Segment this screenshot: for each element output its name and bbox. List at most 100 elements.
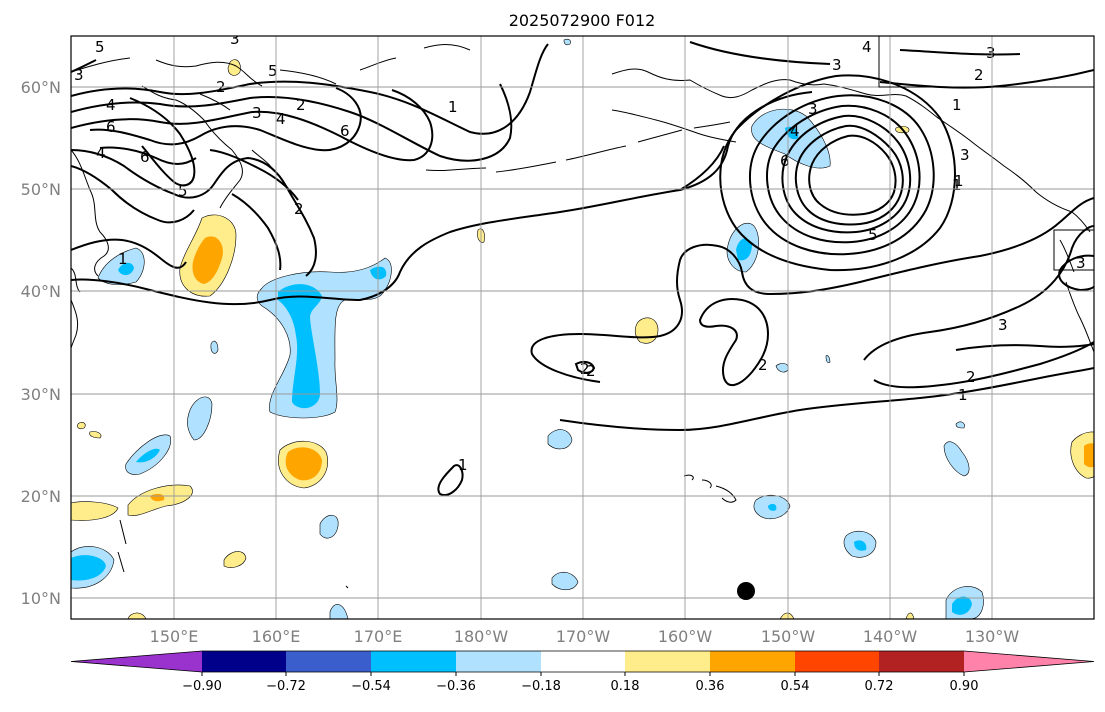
lon-label: 150°W [761,627,816,646]
map-background [71,36,1094,619]
lat-label: 60°N [21,78,61,97]
positive-anomaly-core [192,236,223,284]
contour-line [719,74,956,272]
contour-label: 1 [958,386,968,404]
contour-label: 3 [1076,254,1086,272]
colorbar-segment [202,651,286,672]
contour-label: 2 [758,356,768,374]
colorbar-segment [371,651,456,672]
lon-label: 170°W [556,627,611,646]
contour-label: 3 [252,104,262,122]
shaded-fields [71,38,1094,619]
contour-label: 3 [808,100,818,118]
contour-label: 5 [178,182,188,200]
contour-label: 1 [954,172,964,190]
lon-label: 170°E [354,627,403,646]
contour-label: 5 [95,38,105,56]
map-frame [70,35,1095,620]
positive-anomaly-area [71,501,119,521]
lon-label: 160°E [252,627,301,646]
contour-line [1058,254,1094,292]
coastline-aleutians [425,121,731,173]
colorbar-tick-label: 0.72 [865,679,894,694]
contour-label: 4 [96,144,106,162]
colorbar-tick-label: −0.54 [351,679,391,694]
negative-anomaly-area [319,514,339,539]
colorbar-segment [625,651,710,672]
negative-anomaly-core [854,540,867,551]
contour-label: 2 [296,96,306,114]
positive-anomaly-area [223,551,247,568]
lon-label: 130°W [965,627,1020,646]
negative-anomaly-core [768,503,777,511]
contour-line [437,464,464,496]
lat-label: 50°N [21,180,61,199]
contour-label: 3 [74,66,84,84]
map-title: 2025072900 F012 [509,11,656,30]
contour-label: 1 [458,456,468,474]
contour-line [71,89,434,162]
negative-anomaly-area [547,429,573,450]
positive-anomaly-core [285,447,322,481]
contour-line [71,83,513,162]
contour-line [71,149,317,277]
colorbar-tick-label: 0.90 [950,679,979,694]
contour-label: 5 [268,62,278,80]
contour-label: 4 [790,122,800,140]
lon-label: 160°W [658,627,713,646]
negative-anomaly-core [118,262,134,276]
colorbar: −0.90 −0.72 −0.54 −0.36 −0.18 0.18 0.36 0.54 0.7… [70,650,1095,694]
lon-label: 140°W [863,627,918,646]
contour-label: 3 [998,316,1008,334]
inset-box [878,36,1094,88]
contour-line [766,104,921,244]
contour-line [89,87,362,152]
contour-label: 2 [294,200,304,218]
negative-anomaly-area [551,571,579,591]
contour-label: 2 [966,368,976,386]
contour-line [808,134,897,216]
contour-label: 4 [862,38,872,56]
colorbar-segment [456,651,541,672]
contour-label: 3 [960,146,970,164]
inset-box [1053,229,1094,271]
contour-label: 2 [974,66,984,84]
colorbar-extend-low [71,651,202,672]
contour-label: 3 [832,56,842,74]
colorbar-tick-label: −0.36 [436,679,476,694]
colorbar-segment [286,651,371,672]
map-content: 5 3 3 2 4 5 6 1 4 3 2 6 6 5 4 2 1 1 2 1 … [71,30,1094,619]
contour-label: 3 [230,30,240,48]
lat-label: 10°N [21,589,61,608]
contour-label: 6 [106,118,116,136]
contour-label: 6 [340,122,350,140]
contour-line [71,91,813,306]
contours [71,41,1094,496]
contour-label: 6 [780,152,790,170]
contour-line [873,341,1094,389]
negative-anomaly-area [563,38,571,46]
lon-label: 180°W [454,627,509,646]
contour-line [559,367,1094,432]
contour-labels: 5 3 3 2 4 5 6 1 4 3 2 6 6 5 4 2 1 1 2 1 … [74,30,1086,474]
contour-line [530,197,1094,383]
negative-anomaly-core [71,555,106,581]
contour-line [794,124,904,226]
latitude-labels: 60°N 50°N 40°N 30°N 20°N 10°N [21,78,61,608]
contour-label: 2 [586,362,596,380]
contour-label: 3 [986,44,996,62]
negative-anomaly-area [329,604,349,619]
contour-label: 4 [276,110,286,128]
colorbar-segment [541,651,625,672]
negative-anomaly-area [943,441,970,477]
colorbar-segment [795,651,879,672]
contour-line [863,225,1094,361]
colorbar-tick-label: 0.18 [611,679,640,694]
longitude-labels: 150°E 160°E 170°E 180°W 170°W 160°W 150°… [150,627,1020,646]
negative-anomaly-area [187,396,213,441]
contour-label: 5 [868,226,878,244]
contour-line [689,41,1094,89]
positive-anomaly-area [89,431,102,439]
colorbar-tick-label: −0.72 [266,679,306,694]
